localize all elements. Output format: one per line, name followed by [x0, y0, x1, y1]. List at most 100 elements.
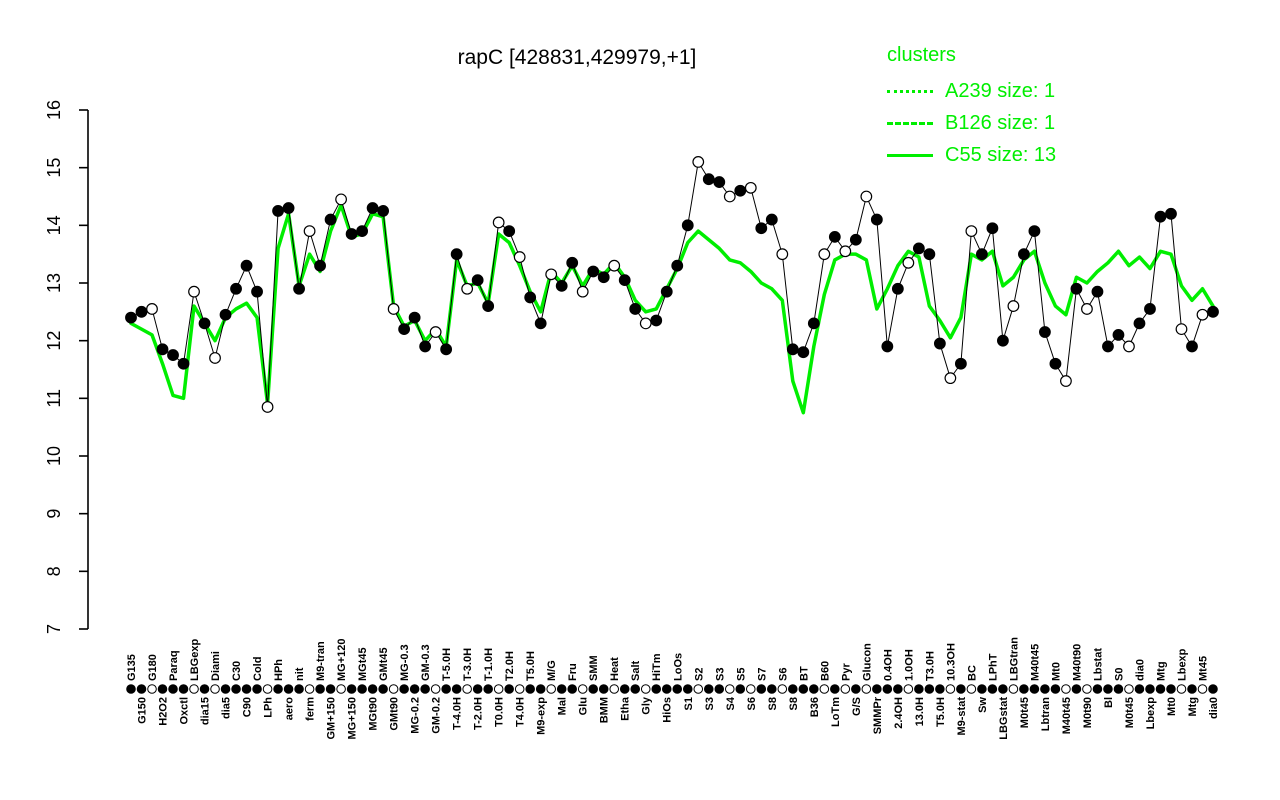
data-point: [629, 303, 642, 315]
condition-strip-point: [304, 684, 315, 694]
condition-strip-point: [1134, 684, 1145, 694]
condition-strip-point: [1155, 684, 1166, 694]
data-point: [639, 317, 652, 330]
condition-strip-point: [724, 684, 735, 694]
data-point: [765, 213, 778, 226]
data-point: [513, 251, 526, 263]
condition-strip-point: [441, 684, 451, 694]
x-category-label: M0t90: [1082, 697, 1094, 728]
condition-strip-point: [1113, 684, 1124, 694]
condition-strip-point: [924, 684, 935, 694]
condition-strip-point: [409, 684, 420, 694]
data-point: [1165, 207, 1177, 220]
data-point: [1091, 285, 1104, 298]
x-category-label: S6: [746, 697, 758, 710]
condition-strip-point: [1124, 684, 1134, 694]
condition-strip-point: [619, 684, 630, 694]
data-point: [1102, 340, 1114, 353]
data-point: [429, 326, 442, 338]
x-category-label: GM+150: [326, 697, 338, 740]
data-point: [471, 274, 484, 287]
condition-strip-point: [861, 684, 872, 694]
data-point: [618, 274, 631, 287]
data-point: [461, 282, 474, 295]
data-point: [408, 311, 421, 324]
condition-strip-point: [830, 684, 840, 694]
data-point: [188, 285, 200, 298]
data-point: [377, 205, 390, 217]
condition-strip-point: [766, 684, 777, 694]
condition-strip-point: [1040, 684, 1050, 694]
x-category-label: MGt90: [368, 697, 380, 731]
condition-strip-point: [1008, 684, 1019, 694]
data-point: [387, 303, 400, 315]
condition-strip-point: [872, 684, 882, 694]
data-point: [261, 401, 274, 413]
data-point: [230, 282, 242, 295]
data-point: [545, 268, 558, 281]
condition-strip-point: [935, 684, 945, 694]
data-point: [681, 219, 694, 232]
x-category-label: T4.0H: [515, 697, 527, 727]
data-point: [240, 259, 253, 272]
data-point: [713, 176, 726, 188]
data-point: [1070, 282, 1083, 295]
data-point: [786, 343, 799, 356]
condition-strip-point: [126, 684, 136, 694]
data-point: [1154, 210, 1167, 223]
x-category-label: T-4.0H: [452, 697, 464, 730]
condition-strip-point: [1071, 684, 1082, 694]
x-category-label: M9-tran: [315, 641, 327, 681]
x-category-label: ferm: [305, 697, 317, 721]
x-category-label: Mt0: [1166, 697, 1178, 716]
condition-strip-point: [462, 684, 472, 694]
data-point: [650, 314, 663, 327]
data-point: [776, 248, 789, 261]
x-category-label: Glucon: [861, 643, 873, 681]
condition-strip-point: [819, 684, 830, 694]
x-category-label: MGt45: [357, 647, 369, 681]
data-point: [1133, 317, 1146, 330]
x-category-label: dia0: [1134, 659, 1146, 681]
x-category-label: M9-stat: [956, 697, 968, 736]
x-category-label: T-3.0H: [462, 648, 474, 681]
data-point: [1018, 248, 1030, 261]
x-category-label: T-2.0H: [473, 697, 485, 730]
legend-entry-c55: C55 size: 13: [887, 139, 1056, 171]
data-point: [335, 193, 347, 206]
condition-strip-point: [714, 684, 725, 694]
x-category-label: M0t45: [1019, 697, 1031, 728]
legend: clusters A239 size: 1 B126 size: 1 C55 s…: [887, 44, 1056, 171]
condition-strip-point: [241, 684, 252, 694]
condition-strip-point: [262, 684, 273, 694]
x-category-label: Lbexp: [1176, 648, 1188, 681]
condition-strip-point: [998, 684, 1008, 694]
x-category-label: T5.0H: [935, 697, 947, 727]
x-category-label: T2.0H: [504, 651, 516, 681]
data-point: [997, 334, 1009, 347]
condition-strip-point: [851, 684, 861, 694]
x-category-label: Lbstat: [1092, 648, 1104, 681]
data-point: [167, 349, 179, 361]
x-category-label: M9-exp: [536, 697, 548, 735]
condition-strip-point: [147, 684, 157, 694]
data-point: [1039, 326, 1051, 338]
data-point: [303, 225, 316, 238]
x-category-label: Mt45: [1197, 656, 1209, 681]
data-point: [723, 190, 736, 203]
condition-strip-point: [577, 684, 588, 694]
x-category-label: GMt90: [389, 697, 401, 731]
condition-strip-point: [966, 684, 977, 694]
data-point: [1175, 323, 1188, 336]
condition-strip-point: [546, 684, 556, 694]
condition-strip-point: [945, 684, 956, 694]
x-category-label: G/S: [851, 697, 863, 716]
x-category-label: Lbexp: [1145, 697, 1157, 730]
dotted-line-sample: [887, 89, 933, 93]
data-point: [314, 259, 326, 272]
x-category-label: BT: [798, 666, 810, 681]
data-point: [818, 248, 831, 261]
condition-strip-point: [777, 684, 788, 694]
x-category-label: C30: [231, 661, 243, 681]
data-point: [597, 271, 610, 284]
